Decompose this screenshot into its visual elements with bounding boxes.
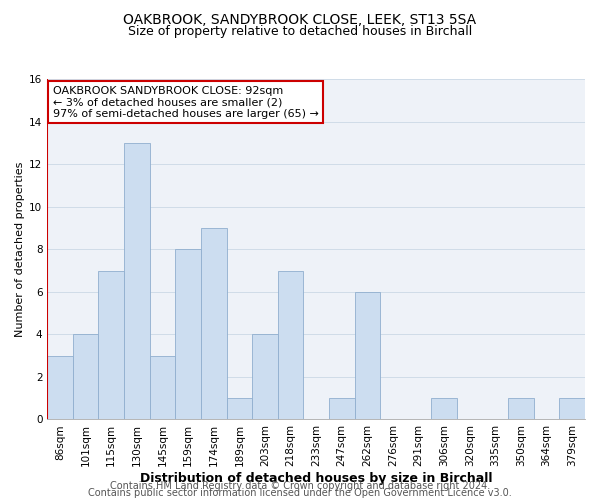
Bar (252, 334, 278, 420)
Bar (98, 270, 124, 420)
Bar (150, 356, 175, 420)
Text: OAKBROOK, SANDYBROOK CLOSE, LEEK, ST13 5SA: OAKBROOK, SANDYBROOK CLOSE, LEEK, ST13 5… (124, 12, 476, 26)
Bar (559, 398, 585, 419)
X-axis label: Distribution of detached houses by size in Birchall: Distribution of detached houses by size … (140, 472, 493, 485)
Text: Contains HM Land Registry data © Crown copyright and database right 2024.: Contains HM Land Registry data © Crown c… (110, 481, 490, 491)
Text: OAKBROOK SANDYBROOK CLOSE: 92sqm
← 3% of detached houses are smaller (2)
97% of : OAKBROOK SANDYBROOK CLOSE: 92sqm ← 3% of… (53, 86, 319, 119)
Bar (355, 292, 380, 420)
Bar (73, 334, 98, 420)
Text: Size of property relative to detached houses in Birchall: Size of property relative to detached ho… (128, 25, 472, 38)
Bar (508, 398, 534, 419)
Bar (47, 356, 73, 420)
Bar (201, 228, 227, 420)
Bar (278, 270, 304, 420)
Bar (227, 398, 252, 419)
Bar (329, 398, 355, 419)
Bar (175, 249, 201, 420)
Text: Contains public sector information licensed under the Open Government Licence v3: Contains public sector information licen… (88, 488, 512, 498)
Bar (431, 398, 457, 419)
Bar (124, 143, 150, 419)
Y-axis label: Number of detached properties: Number of detached properties (15, 162, 25, 337)
